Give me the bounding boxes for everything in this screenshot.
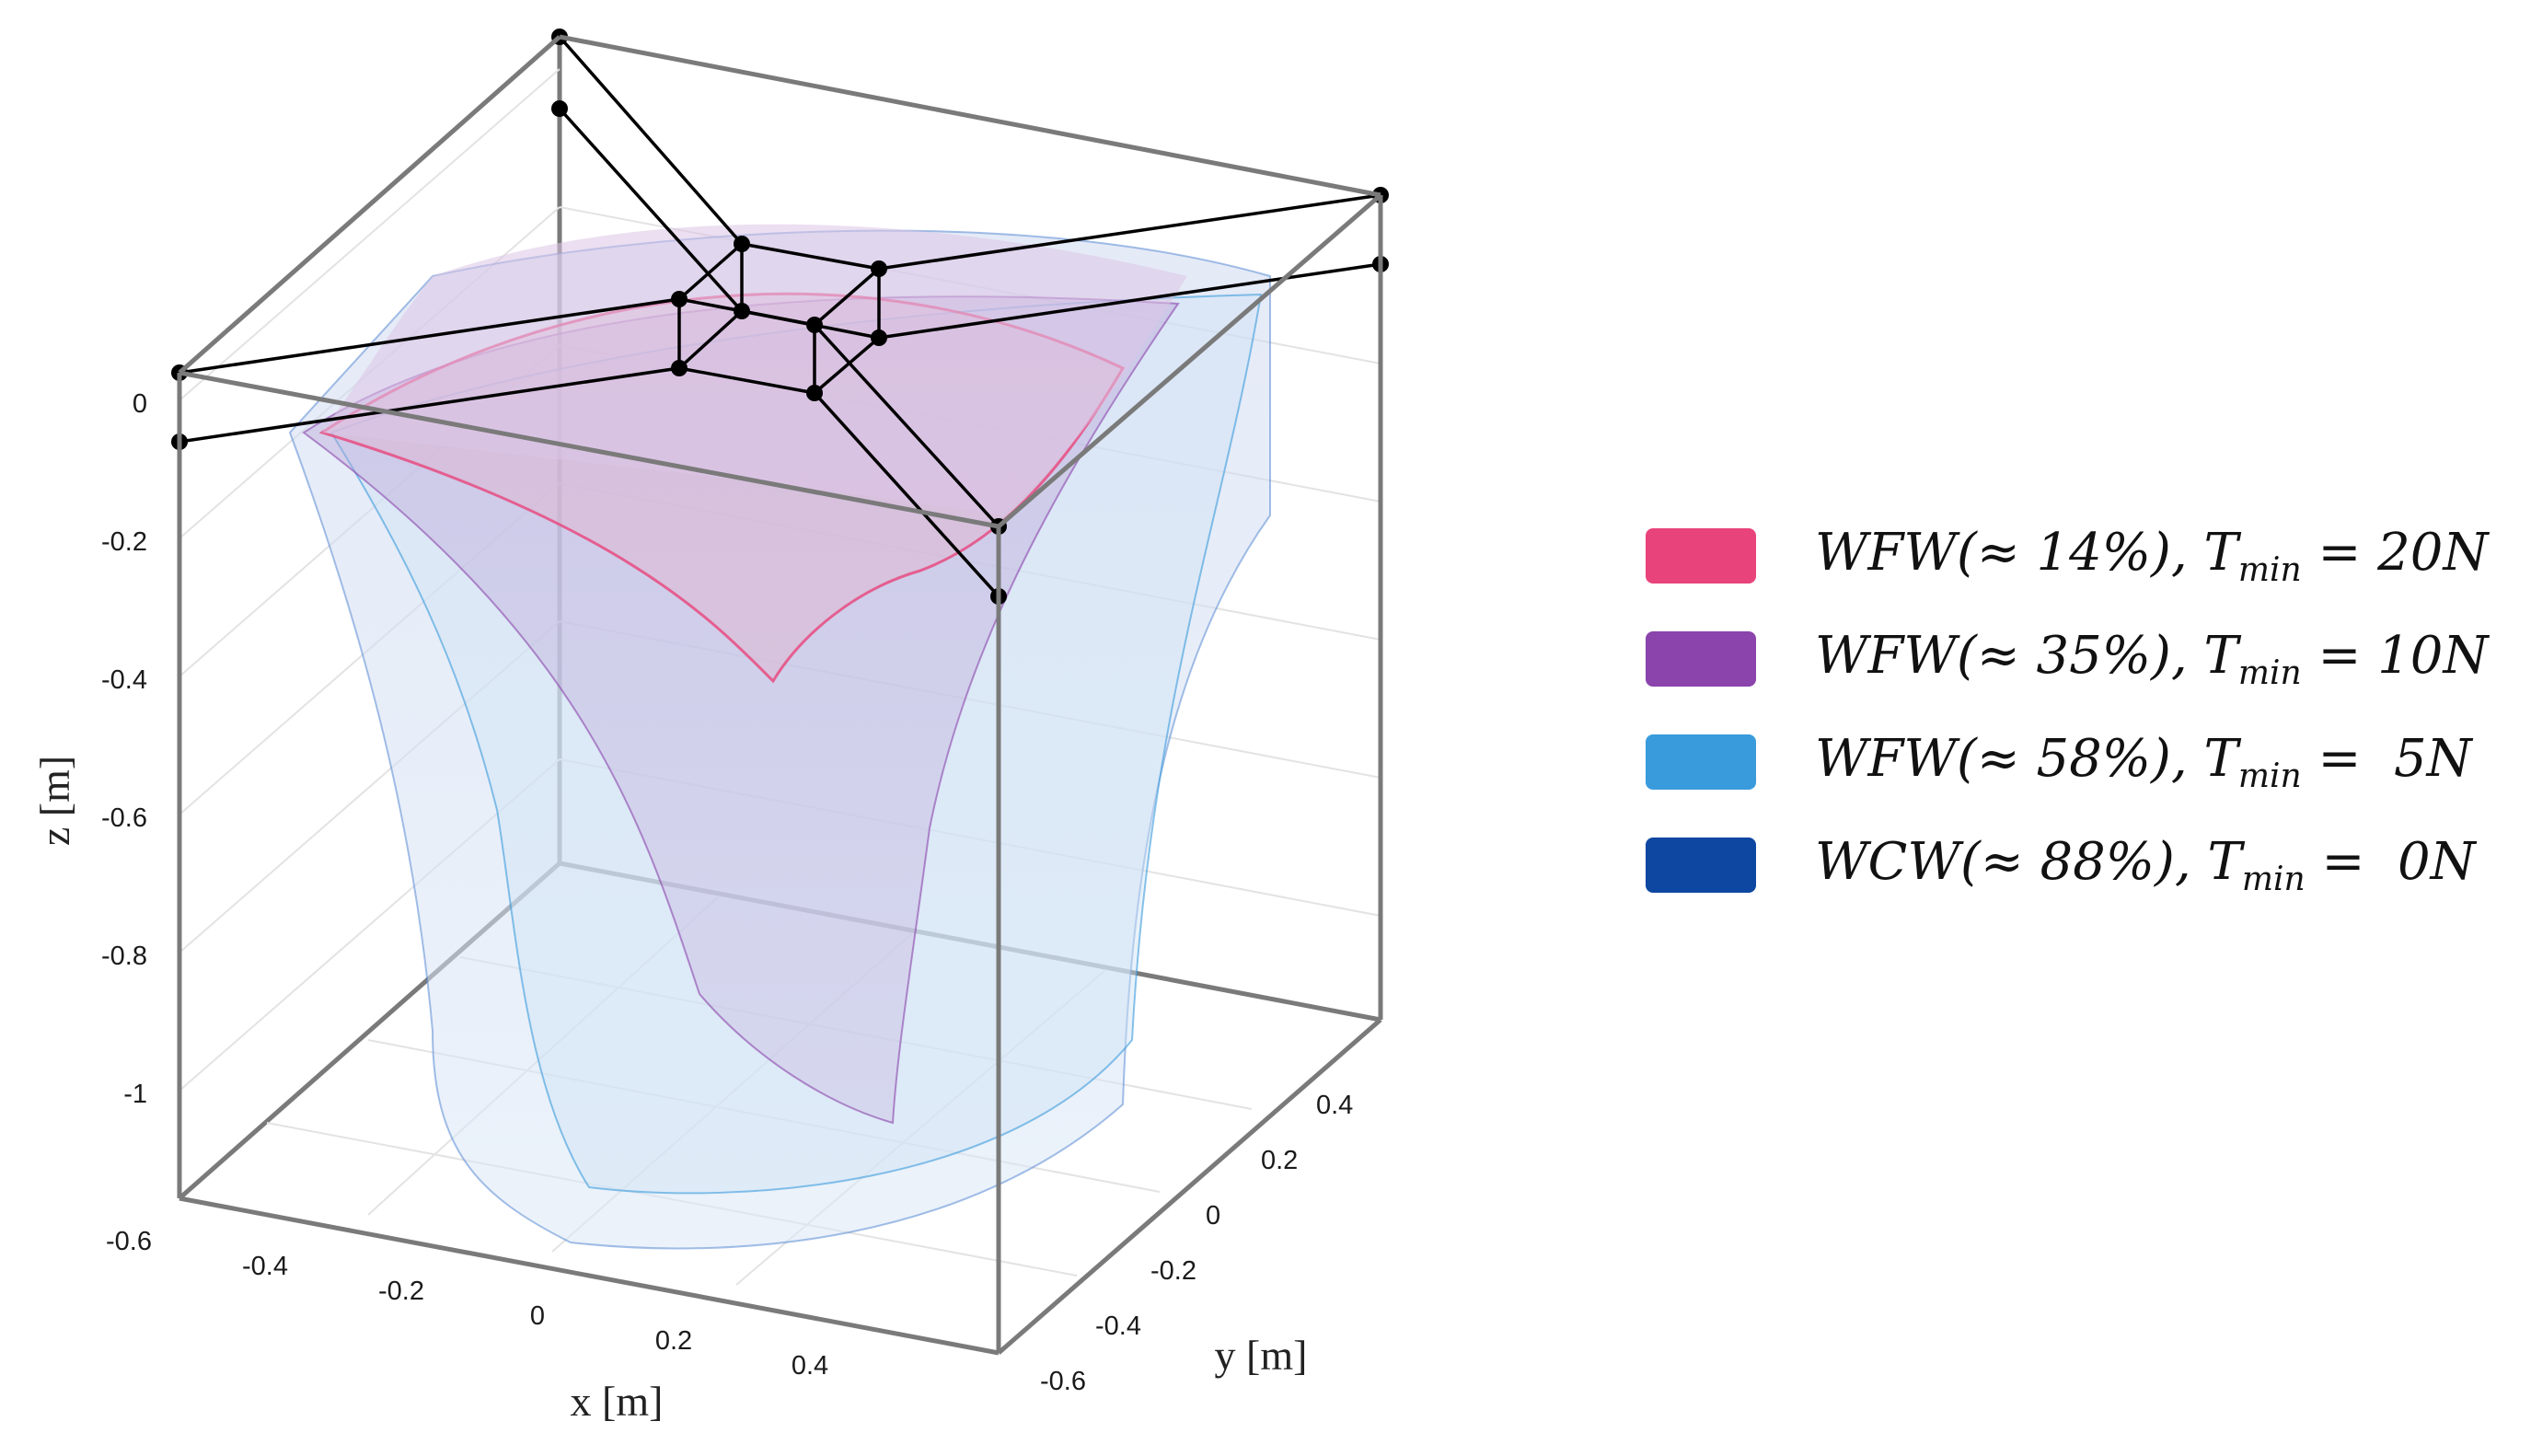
y-tick-label: 0.2: [1261, 1146, 1298, 1175]
y-tick-label: 0: [1206, 1201, 1220, 1231]
volume-wfw-20n-top: [322, 224, 1187, 516]
x-tick-label: 0.4: [792, 1351, 828, 1381]
legend-label-subscript: min: [2241, 861, 2306, 899]
x-tick-label: -0.2: [378, 1277, 424, 1306]
legend-label-tail: = 0N: [2305, 831, 2476, 892]
z-tick-label: -0.4: [101, 665, 147, 695]
y-axis-label: y [m]: [1215, 1332, 1308, 1379]
x-tick-label: -0.6: [106, 1227, 152, 1256]
legend-label-main: WCW(≈ 88%), T: [1815, 831, 2242, 892]
legend-label: WCW(≈ 88%), Tmin = 0N: [1815, 832, 2476, 898]
y-tick-label: -0.4: [1095, 1312, 1141, 1341]
legend-label-subscript: min: [2237, 654, 2302, 693]
plot-area: 0-0.2-0.4-0.6-0.8-1 -0.6-0.4-0.200.20.4 …: [31, 29, 1389, 1425]
legend-item: WFW(≈ 35%), Tmin = 10N: [1646, 626, 2488, 692]
legend-label-tail: = 20N: [2301, 522, 2489, 583]
cable-robot: [179, 35, 1381, 598]
legend-label: WFW(≈ 58%), Tmin = 5N: [1815, 729, 2472, 795]
z-axis-label: z [m]: [31, 756, 78, 846]
legend-swatch: [1646, 528, 1756, 584]
legend-swatch: [1646, 631, 1756, 687]
z-ticks: 0 -0.2 -0.4 -0.6 -0.8 -1: [101, 389, 147, 1109]
legend-label-main: WFW(≈ 58%), T: [1815, 728, 2238, 789]
front-box: [177, 34, 1383, 1356]
legend-item: WFW(≈ 14%), Tmin = 20N: [1646, 523, 2488, 589]
y-tick-label: 0.4: [1316, 1091, 1353, 1120]
x-axis-label: x [m]: [571, 1378, 664, 1425]
legend-label-subscript: min: [2237, 757, 2302, 796]
legend-label-main: WFW(≈ 14%), T: [1815, 522, 2238, 583]
x-tick-label: 0.2: [655, 1326, 692, 1356]
legend-label-tail: = 10N: [2301, 625, 2489, 686]
x-tick-label: -0.4: [242, 1252, 288, 1281]
legend-label: WFW(≈ 35%), Tmin = 10N: [1815, 626, 2488, 692]
y-tick-label: -0.2: [1150, 1256, 1196, 1286]
z-tick-label: -1: [123, 1080, 147, 1109]
y-tick-label: -0.6: [1040, 1367, 1086, 1396]
legend-label-subscript: min: [2237, 551, 2302, 590]
y-ticks: -0.6 -0.4 -0.2 0 0.2 0.4: [1040, 1091, 1353, 1396]
z-tick-label: -0.2: [101, 527, 147, 557]
legend-label-main: WFW(≈ 35%), T: [1815, 625, 2238, 686]
x-ticks: -0.6 -0.4 -0.2 0 0.2 0.4: [106, 1227, 828, 1381]
legend-swatch: [1646, 838, 1756, 893]
legend-item: WCW(≈ 88%), Tmin = 0N: [1646, 832, 2488, 898]
z-tick-label: -0.6: [101, 803, 147, 833]
z-tick-label: 0: [133, 389, 147, 419]
legend-label: WFW(≈ 14%), Tmin = 20N: [1815, 523, 2488, 589]
workspace-volumes: [288, 224, 1271, 1250]
legend-swatch: [1646, 734, 1756, 790]
legend: WFW(≈ 14%), Tmin = 20N WFW(≈ 35%), Tmin =…: [1646, 523, 2488, 939]
x-tick-label: 0: [530, 1301, 545, 1331]
legend-item: WFW(≈ 58%), Tmin = 5N: [1646, 729, 2488, 795]
z-tick-label: -0.8: [101, 942, 147, 971]
legend-label-tail: = 5N: [2301, 728, 2472, 789]
